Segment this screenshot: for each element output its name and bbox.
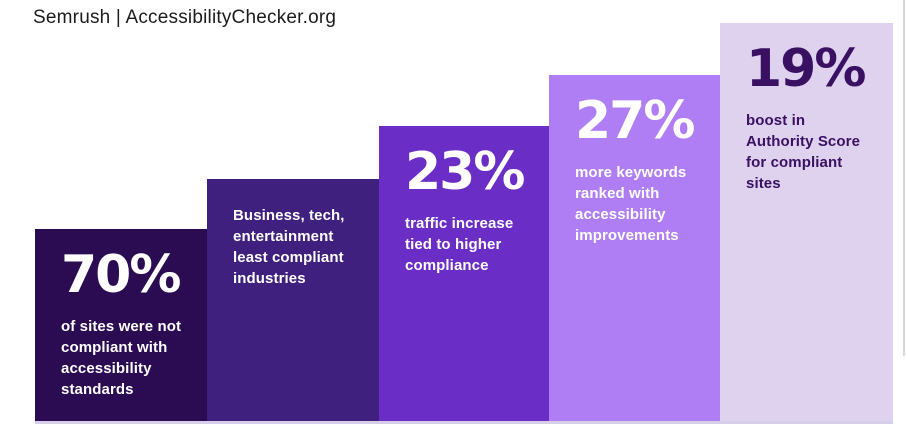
bar-description: boost in Authority Score for compliant s… [746,112,861,192]
bar-value-label: 70% [61,245,181,305]
bar-segment-19-percent: 19% boost in Authority Score for complia… [720,23,893,421]
bar-segment-23-percent: 23% traffic increase tied to higher comp… [379,126,549,421]
bar-description: traffic increase tied to higher complian… [405,215,514,274]
bar-description: Business, tech, entertainment least comp… [233,207,345,287]
right-border-line [903,0,905,356]
bar-segment-industries: Business, tech, entertainment least comp… [207,179,379,421]
bar-value-label: 23% [405,142,525,202]
attribution-title: Semrush | AccessibilityChecker.org [33,7,337,28]
bar-value-label: 27% [575,91,695,151]
bar-segment-70-percent: 70% of sites were not compliant with acc… [35,229,207,421]
bar-description: more keywords ranked with accessibility … [575,164,687,244]
baseline-line [35,421,893,424]
bar-value-label: 19% [746,39,866,99]
bar-description: of sites were not compliant with accessi… [61,318,182,398]
bar-segment-27-percent: 27% more keywords ranked with accessibil… [549,75,720,421]
